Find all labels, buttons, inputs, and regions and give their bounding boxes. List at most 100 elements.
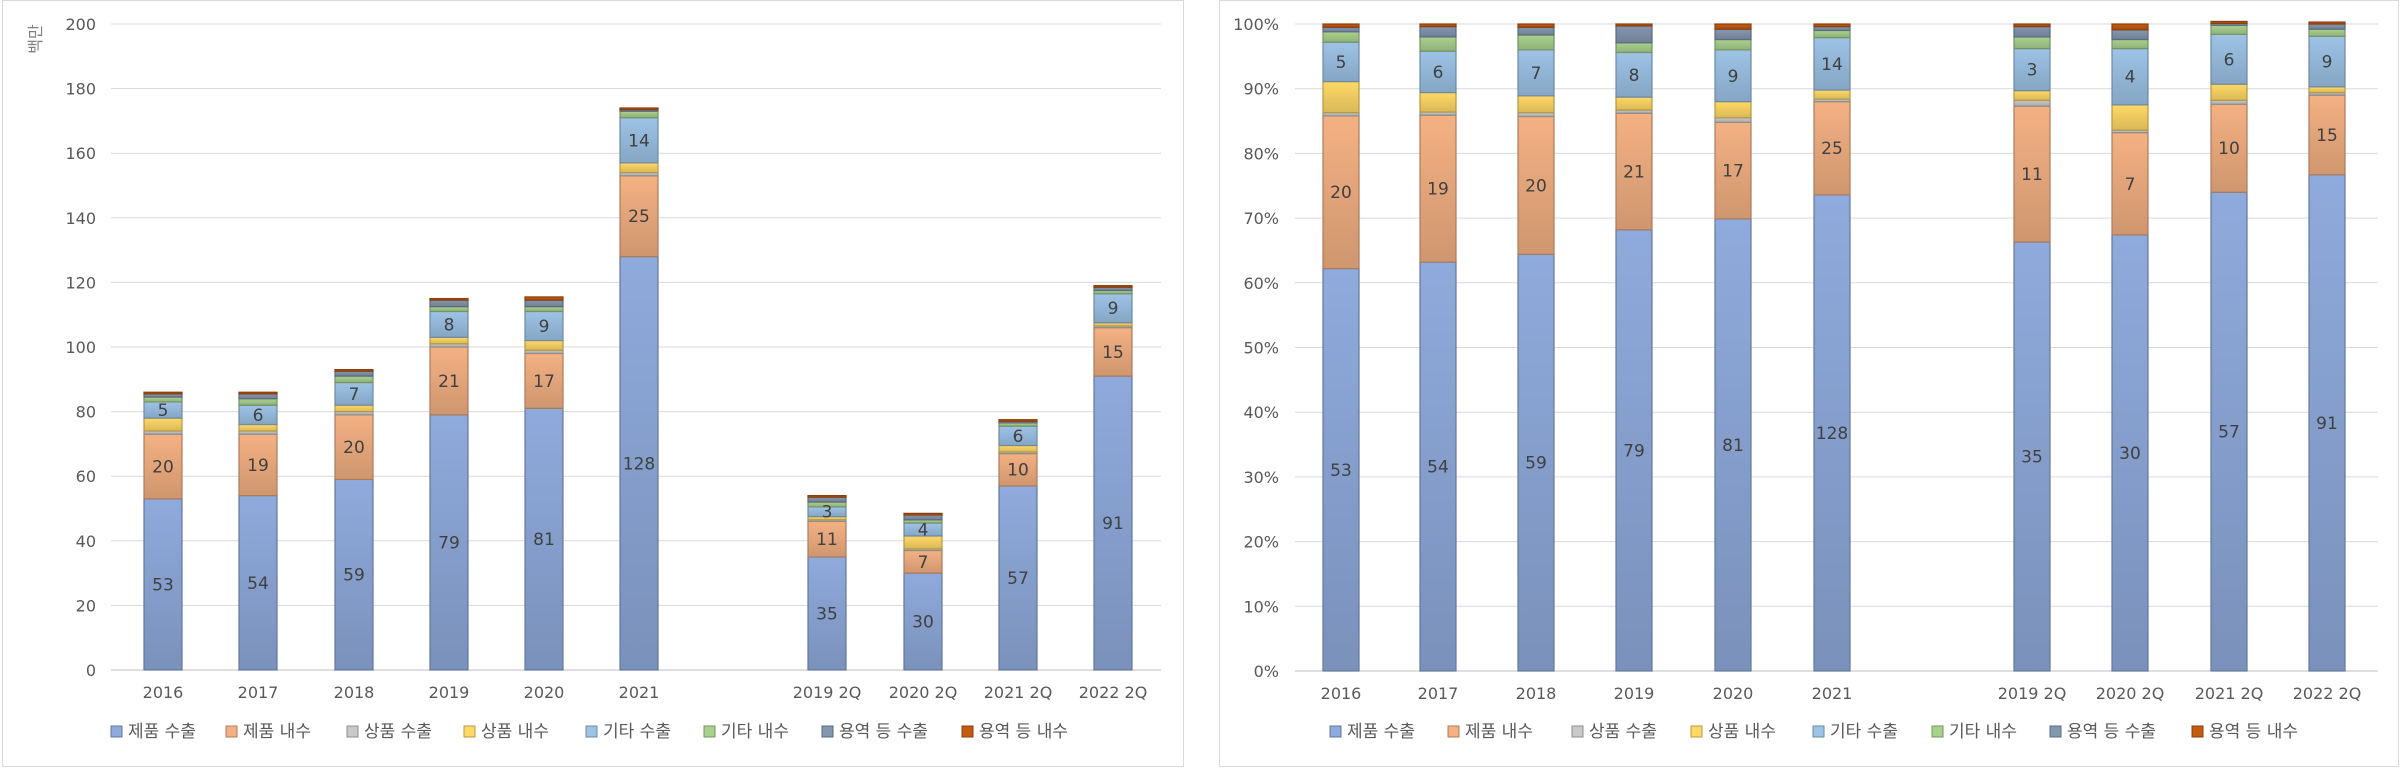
y-tick-label: 20 <box>76 596 96 615</box>
bar-segment <box>1419 25 1457 38</box>
y-tick-label: 100% <box>1233 15 1279 34</box>
data-label: 8 <box>1629 66 1640 86</box>
legend-swatch <box>1447 725 1460 738</box>
bar-segment <box>1419 91 1457 113</box>
bar-segment <box>2210 24 2248 35</box>
chart-percent-svg: 0% 10% 20% 30% 40% 50% 60% 70% 80% 90% 100% 53 20 5 20… <box>1233 15 2378 742</box>
legend-label: 기타 내수 <box>1949 722 2017 742</box>
y-tick-label: 10% <box>1243 597 1279 616</box>
bar-segment <box>1322 267 1360 672</box>
bar-segment <box>1615 229 1653 672</box>
bar-segment <box>619 117 659 164</box>
x-tick-label: 2016 <box>1321 684 1362 703</box>
y-tick-label: 50% <box>1243 339 1279 358</box>
data-label: 59 <box>343 566 365 586</box>
bar-segment <box>238 494 278 671</box>
bar-segment <box>1322 31 1360 43</box>
bar-segment <box>1813 29 1851 39</box>
data-label: 59 <box>1525 454 1547 474</box>
bar-segment <box>2013 47 2051 92</box>
bar-segment <box>143 391 183 395</box>
y-tick-label: 20% <box>1243 533 1279 552</box>
bar-segment <box>1813 36 1851 91</box>
bar-segment <box>524 339 564 351</box>
bar-segment <box>429 414 469 671</box>
bar-segment <box>998 419 1038 422</box>
bar-segment <box>143 433 183 500</box>
data-label: 35 <box>2021 448 2043 468</box>
bar-segment <box>2308 21 2346 25</box>
bar-segment <box>903 512 943 516</box>
data-label: 91 <box>2316 414 2338 434</box>
bar-segment <box>1517 49 1555 97</box>
bar-segment <box>2210 20 2248 24</box>
bar-segment <box>1714 23 1752 30</box>
bar-segment <box>1813 89 1851 100</box>
data-label: 14 <box>1821 55 1843 75</box>
y-tick-label: 90% <box>1243 80 1279 99</box>
bars <box>143 107 1133 671</box>
bar-segment <box>1714 28 1752 41</box>
data-label: 9 <box>1108 299 1119 319</box>
data-label: 11 <box>2021 165 2043 185</box>
bar-segment <box>1419 23 1457 28</box>
legend-swatch <box>2049 725 2062 738</box>
bar-segment <box>2111 29 2149 41</box>
bar-segment <box>429 299 469 308</box>
x-tick-label: 2020 2Q <box>2096 684 2165 703</box>
bar-segment <box>524 352 564 409</box>
x-tick-label: 2019 <box>429 683 470 702</box>
data-label: 54 <box>247 574 269 594</box>
bar-segment <box>238 393 278 400</box>
legend-label: 상품 수출 <box>364 722 432 742</box>
bar-segment <box>2111 104 2149 131</box>
legend-swatch <box>703 725 716 738</box>
data-label: 5 <box>1336 53 1347 73</box>
data-label: 30 <box>912 613 934 633</box>
legend-label: 용역 등 수출 <box>2067 722 2156 742</box>
bar-segment <box>334 478 374 671</box>
bar-segment <box>807 494 847 498</box>
data-label: 57 <box>1007 569 1029 589</box>
data-label: 25 <box>628 207 650 227</box>
x-tick-label: 2020 <box>524 683 565 702</box>
bar-segment <box>334 414 374 481</box>
data-label: 57 <box>2218 423 2240 443</box>
bar-segment <box>1419 50 1457 94</box>
x-tick-label: 2019 <box>1614 684 1655 703</box>
bar-segment <box>2308 28 2346 37</box>
data-label: 25 <box>1821 139 1843 159</box>
bar-segment <box>334 369 374 372</box>
bar-segment <box>524 407 564 671</box>
legend-swatch <box>110 725 123 738</box>
x-tick-label: 2019 2Q <box>1998 684 2067 703</box>
bar-segment <box>2111 234 2149 672</box>
y-tick-label: 200 <box>65 15 96 34</box>
data-label: 6 <box>1013 427 1024 447</box>
data-label: 20 <box>343 438 365 458</box>
data-label: 14 <box>628 131 650 151</box>
bar-segment <box>1322 23 1360 28</box>
bar-segment <box>2013 25 2051 38</box>
data-label: 6 <box>1433 63 1444 83</box>
bar-segment <box>1517 34 1555 51</box>
legend-swatch <box>225 725 238 738</box>
x-tick-label: 2021 <box>619 683 660 702</box>
legend: 제품 수출 제품 내수 상품 수출 상품 내수 기타 수출 기타 내수 용역 등 수출 용역 … <box>1329 722 2298 742</box>
legend-swatch <box>463 725 476 738</box>
data-label: 128 <box>623 454 655 474</box>
bar-segment <box>1419 261 1457 672</box>
data-label: 19 <box>247 456 269 476</box>
data-label: 53 <box>152 575 174 595</box>
y-tick-label: 0 <box>86 661 96 680</box>
legend-label: 제품 내수 <box>1465 722 1533 742</box>
bar-segment <box>807 496 847 503</box>
legend-label: 상품 내수 <box>481 722 549 742</box>
bar-segment <box>2210 191 2248 672</box>
bar-segment <box>1517 253 1555 672</box>
bar-segment <box>2111 38 2149 50</box>
bar-segment <box>619 162 659 174</box>
bar-segment <box>429 297 469 301</box>
data-label: 9 <box>2322 53 2333 73</box>
bar-segment <box>524 299 564 308</box>
